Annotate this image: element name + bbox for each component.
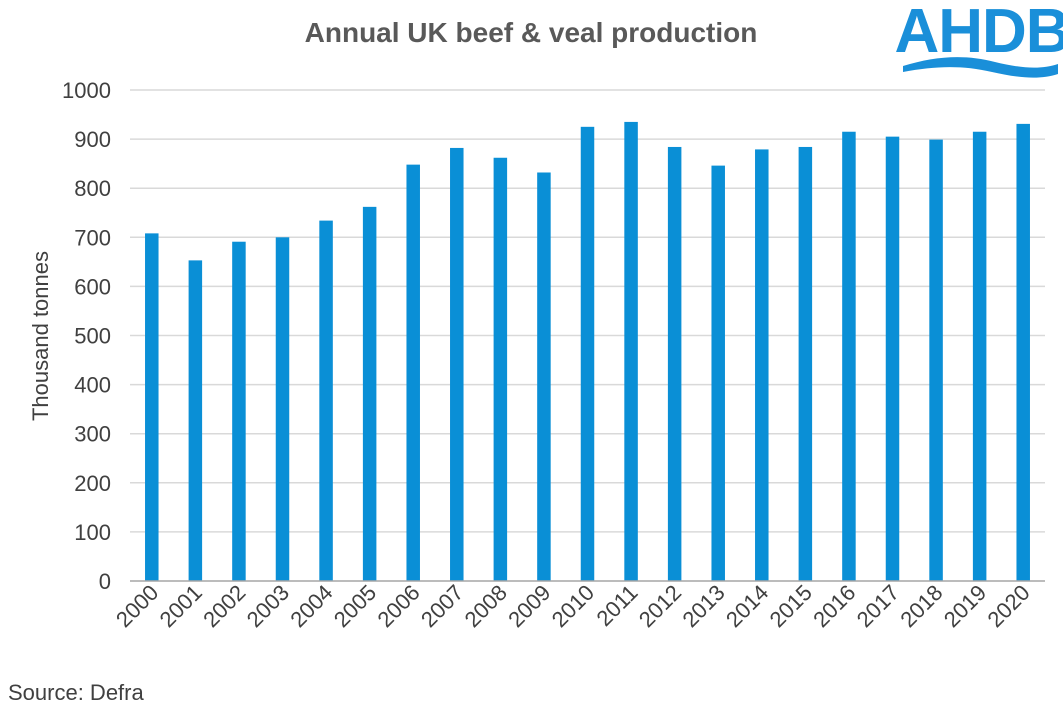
logo-wave [903, 57, 1058, 78]
y-axis-label: Thousand tonnes [28, 251, 53, 421]
x-axis-ticks: 2000200120022003200420052006200720082009… [111, 580, 1035, 632]
bar-2020 [1016, 123, 1030, 581]
bar-2017 [885, 136, 900, 581]
x-tick-label: 2007 [416, 580, 468, 632]
y-tick-label: 1000 [62, 78, 111, 103]
bar-2013 [711, 165, 725, 581]
x-tick-label: 2000 [111, 580, 163, 632]
bar-2010 [580, 126, 595, 581]
bar-2003 [275, 237, 290, 582]
x-tick-label: 2008 [460, 580, 512, 632]
x-tick-label: 2003 [242, 580, 294, 632]
bar-2012 [667, 146, 682, 581]
bar-2014 [755, 149, 769, 581]
x-tick-label: 2011 [591, 580, 642, 631]
y-tick-label: 0 [99, 569, 111, 594]
x-tick-label: 2017 [852, 580, 904, 632]
bar-2007 [450, 147, 464, 582]
bar-2018 [929, 139, 943, 581]
y-tick-label: 400 [74, 373, 111, 398]
bar-2006 [406, 164, 420, 581]
x-tick-label: 2014 [721, 580, 773, 632]
bar-2005 [362, 206, 377, 581]
x-tick-label: 2006 [372, 580, 424, 632]
x-tick-label: 2020 [982, 580, 1034, 632]
x-tick-label: 2004 [285, 580, 337, 632]
x-tick-label: 2018 [895, 580, 947, 632]
bar-2016 [842, 131, 856, 582]
x-tick-label: 2010 [547, 580, 599, 632]
y-tick-label: 600 [74, 274, 111, 299]
x-tick-label: 2002 [198, 580, 250, 632]
bar-series [145, 121, 1030, 582]
bar-2011 [624, 121, 638, 581]
y-tick-label: 100 [74, 520, 111, 545]
bar-2001 [188, 260, 203, 581]
x-tick-label: 2005 [329, 580, 381, 632]
x-tick-label: 2009 [503, 580, 555, 632]
bar-2009 [537, 172, 551, 581]
y-tick-label: 500 [74, 324, 111, 349]
y-axis-ticks: 0 100 200 300 400 500 600 700 800 900 1000 [62, 78, 111, 594]
x-tick-label: 2019 [939, 580, 991, 632]
bar-2008 [493, 157, 508, 581]
bar-2015 [798, 146, 813, 581]
bar-2002 [232, 241, 246, 581]
y-tick-label: 200 [74, 471, 111, 496]
chart-title: Annual UK beef & veal production [305, 17, 758, 48]
x-tick-label: 2016 [808, 580, 860, 632]
bar-2000 [145, 233, 159, 581]
bar-2004 [319, 220, 333, 581]
logo-text: AHDB [894, 0, 1063, 66]
bar-2019 [972, 131, 987, 582]
y-tick-label: 900 [74, 127, 111, 152]
source-note: Source: Defra [8, 680, 144, 705]
x-tick-label: 2013 [677, 580, 729, 632]
ahdb-logo: AHDB [894, 0, 1063, 78]
x-tick-label: 2015 [765, 580, 817, 632]
y-tick-label: 300 [74, 422, 111, 447]
x-tick-label: 2001 [155, 580, 207, 632]
y-tick-label: 700 [74, 225, 111, 250]
y-tick-label: 800 [74, 176, 111, 201]
x-tick-label: 2012 [634, 580, 686, 632]
